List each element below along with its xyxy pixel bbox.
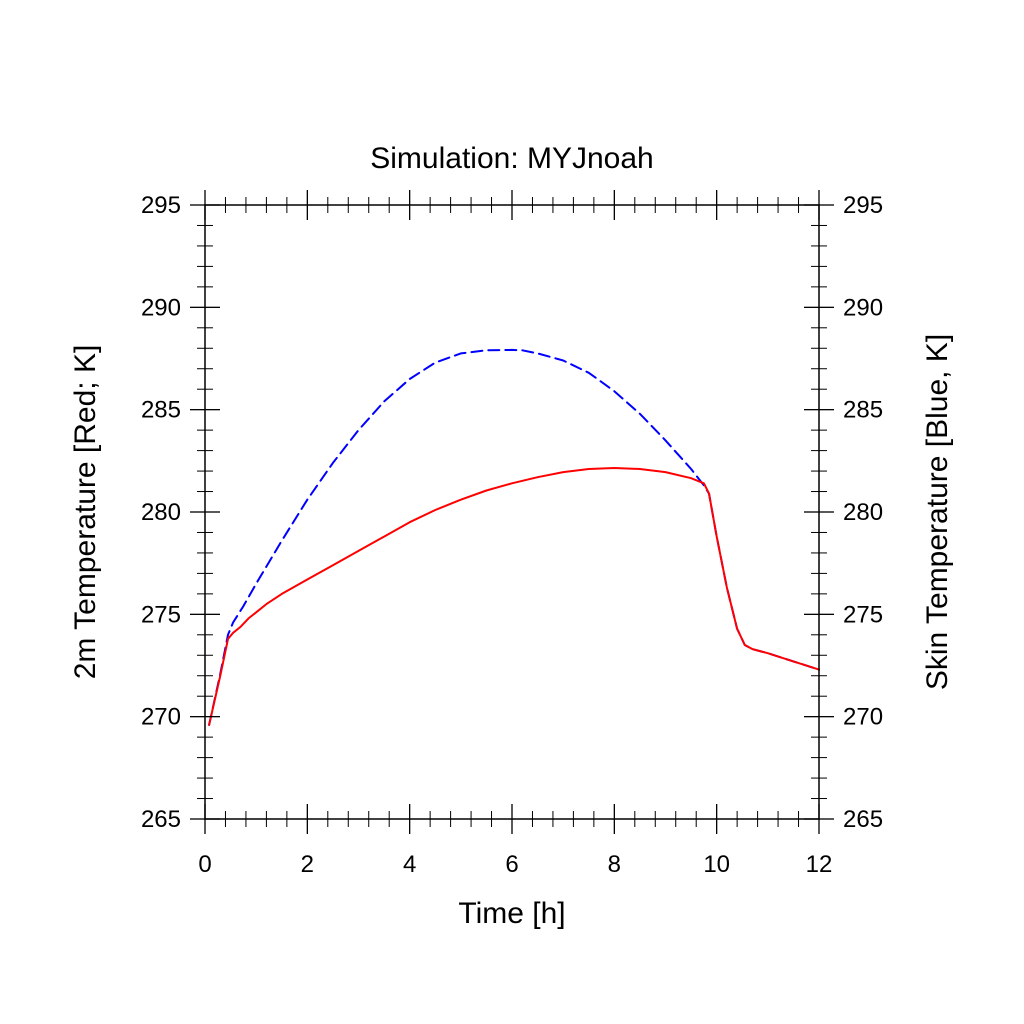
x-axis-title: Time [h] [458, 897, 565, 930]
series-layer [208, 348, 820, 726]
x-tick-label: 6 [505, 851, 518, 878]
y-axis-title-right: Skin Temperature [Blue, K] [921, 334, 954, 690]
x-tick-label: 4 [403, 851, 416, 878]
y-tick-label-right: 280 [843, 499, 883, 526]
y-tick-label-left: 290 [141, 294, 181, 321]
y-tick-label-right: 290 [843, 294, 883, 321]
chart-title: Simulation: MYJnoah [370, 142, 653, 175]
plot-frame [204, 204, 820, 820]
ticks-layer [190, 190, 834, 834]
y-tick-label-left: 270 [141, 704, 181, 731]
x-tick-label: 12 [806, 851, 833, 878]
y-tick-label-left: 295 [141, 192, 181, 219]
2m-temperature-line [208, 467, 820, 726]
skin-temperature-line [208, 348, 820, 726]
y-tick-label-left: 265 [141, 806, 181, 833]
y-tick-label-left: 275 [141, 601, 181, 628]
x-tick-label: 2 [301, 851, 314, 878]
y-tick-label-right: 285 [843, 397, 883, 424]
y-tick-label-right: 270 [843, 704, 883, 731]
y-tick-label-right: 275 [843, 601, 883, 628]
x-tick-label: 0 [198, 851, 211, 878]
y-tick-label-left: 285 [141, 397, 181, 424]
y-tick-label-left: 280 [141, 499, 181, 526]
y-tick-label-right: 295 [843, 192, 883, 219]
y-axis-title-left: 2m Temperature [Red; K] [69, 345, 102, 680]
y-tick-label-right: 265 [843, 806, 883, 833]
tick-labels: 0 2 4 6 8 10 12 265 265 270 270 275 275 280 280 285 285 2… [141, 192, 883, 878]
x-tick-label: 10 [703, 851, 730, 878]
x-tick-label: 8 [608, 851, 621, 878]
